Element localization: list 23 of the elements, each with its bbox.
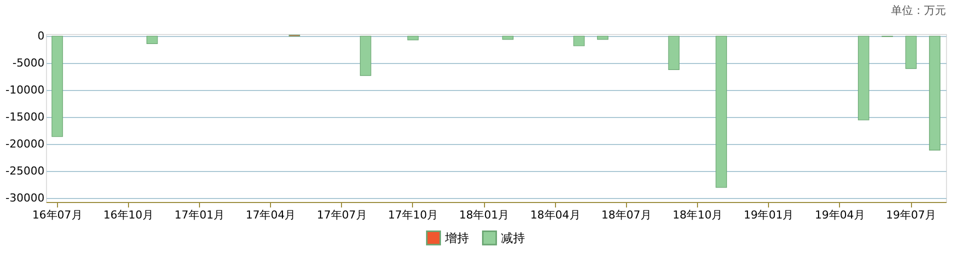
x-tick-label: 19年01月 <box>744 208 794 222</box>
x-tick-label: 16年10月 <box>103 208 154 222</box>
y-tick-label: -20000 <box>6 138 44 151</box>
x-tick-label: 16年07月 <box>32 208 82 222</box>
x-tick-label: 17年04月 <box>246 208 296 222</box>
x-tick-label: 17年01月 <box>174 208 225 222</box>
legend-label: 增持 <box>444 230 469 245</box>
y-tick-label: -10000 <box>6 84 44 97</box>
text: 单位：万元 <box>891 4 946 18</box>
x-tick-label: 17年10月 <box>388 208 438 222</box>
y-tick-label: -25000 <box>6 164 44 178</box>
x-tick-label: 18年10月 <box>672 208 723 222</box>
y-tick-label: -5000 <box>12 56 44 70</box>
y-tick-label: -30000 <box>6 192 44 205</box>
x-tick-label: 18年07月 <box>601 208 652 222</box>
x-tick-label: 17年07月 <box>316 208 367 222</box>
x-tick-label: 18年01月 <box>459 208 510 222</box>
x-tick-label: 19年07月 <box>886 208 936 222</box>
x-tick-label: 19年04月 <box>814 208 865 222</box>
x-tick-label: 18年04月 <box>530 208 580 222</box>
y-tick-label: 0 <box>38 30 44 43</box>
y-tick-label: -15000 <box>6 110 44 124</box>
legend-label: 减持 <box>501 230 525 245</box>
